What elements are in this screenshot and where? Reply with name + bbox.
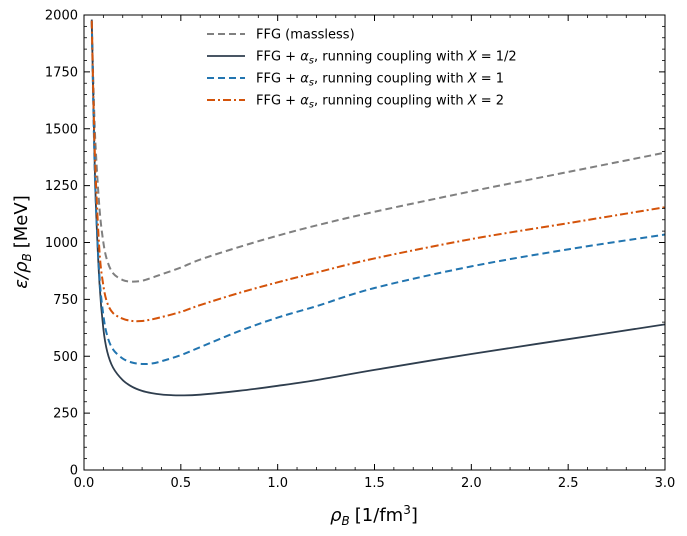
y-tick-label: 1000 bbox=[45, 236, 78, 251]
x-tick-label: 2.5 bbox=[558, 476, 579, 491]
y-tick-label: 1500 bbox=[45, 122, 78, 137]
series-x-2 bbox=[90, 20, 665, 323]
y-tick-label: 1750 bbox=[45, 65, 78, 80]
legend-entry: FFG + αs, running coupling with X = 1 bbox=[256, 72, 504, 89]
legend: FFG (massless) FFG + αs, running coupling… bbox=[207, 28, 517, 111]
plot-frame bbox=[83, 14, 666, 471]
legend-entry: FFG (massless) bbox=[256, 28, 355, 43]
x-tick-label: 3.0 bbox=[655, 476, 676, 491]
y-tick-label: 2000 bbox=[45, 9, 78, 24]
x-tick-label: 0.5 bbox=[170, 476, 191, 491]
x-tick-label: 0.0 bbox=[74, 476, 95, 491]
legend-entry: FFG + αs, running coupling with X = 1/2 bbox=[256, 50, 517, 67]
series-layer bbox=[90, 19, 665, 397]
series-x-1 bbox=[90, 20, 665, 366]
series-ffg-massless bbox=[90, 21, 665, 283]
y-tick-label: 250 bbox=[53, 407, 78, 422]
x-tick-labels: 0.0 0.5 1.0 1.5 2.0 2.5 3.0 bbox=[74, 476, 676, 491]
legend-entry: FFG + αs, running coupling with X = 2 bbox=[256, 94, 504, 111]
x-axis-label: ρB [1/fm3] bbox=[330, 503, 418, 528]
x-tick-label: 2.0 bbox=[461, 476, 482, 491]
y-tick-labels: 0 250 500 750 1000 1250 1500 1750 2000 bbox=[45, 9, 78, 479]
y-tick-label: 500 bbox=[53, 350, 78, 365]
x-tick-label: 1.0 bbox=[267, 476, 288, 491]
y-axis-label: ε/ρB[MeV] bbox=[11, 195, 34, 288]
plot-area bbox=[84, 15, 665, 470]
y-tick-label: 750 bbox=[53, 293, 78, 308]
x-tick-label: 1.5 bbox=[364, 476, 385, 491]
y-tick-label: 0 bbox=[70, 464, 78, 479]
y-tick-label: 1250 bbox=[45, 179, 78, 194]
